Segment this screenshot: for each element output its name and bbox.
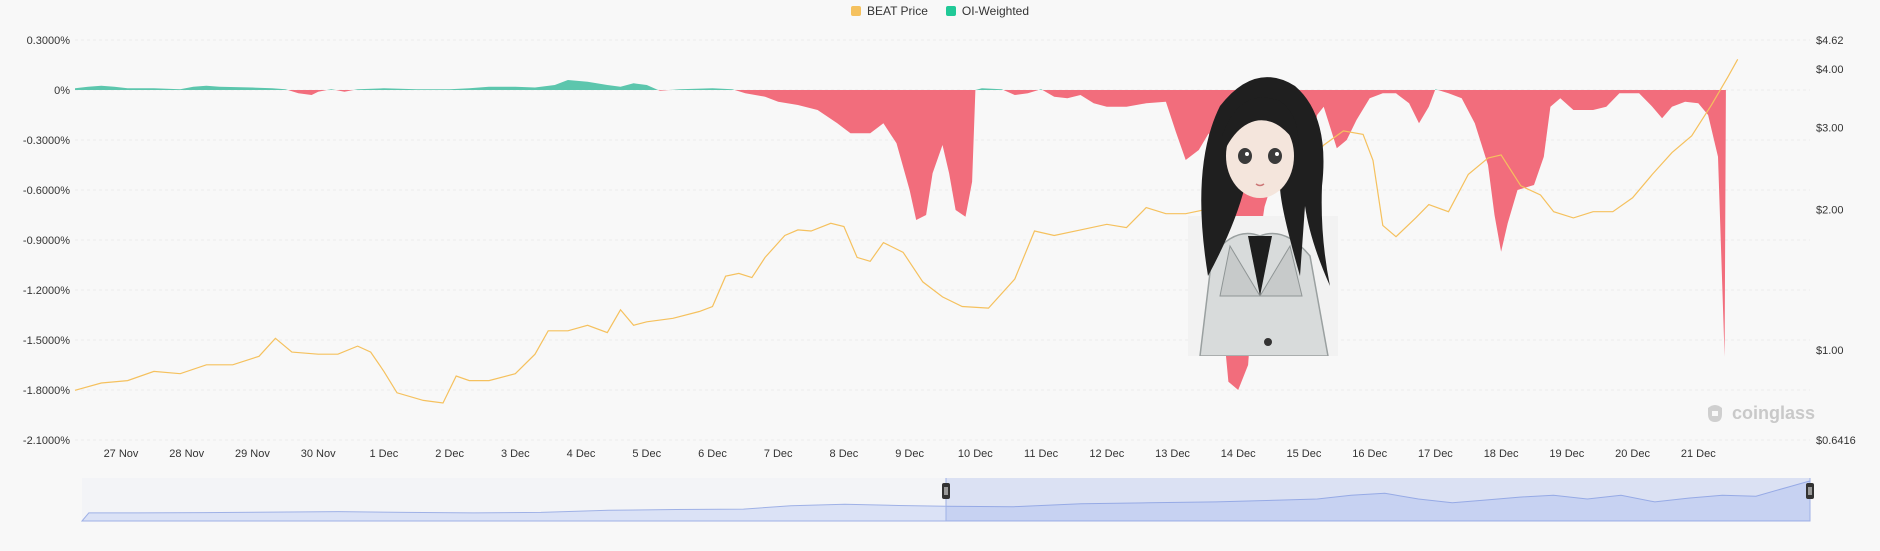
right-tick-label-5: $0.6416: [1816, 435, 1856, 447]
x-tick-label-3: 30 Nov: [301, 448, 336, 460]
x-tick-label-4: 1 Dec: [370, 448, 399, 460]
oi-weighted-area: [75, 80, 1726, 390]
x-tick-label-17: 14 Dec: [1221, 448, 1256, 460]
x-axis: 27 Nov 28 Nov 29 Nov 30 Nov 1 Dec 2 Dec 3 Dec 4…: [104, 448, 1717, 460]
left-tick-label-5: -1.2000%: [23, 285, 70, 297]
left-axis: 0.3000% 0% -0.3000% -0.6000% -0.9000% -1.2000…: [23, 35, 70, 447]
x-tick-label-6: 3 Dec: [501, 448, 530, 460]
legend-swatch-beat-price: [850, 6, 861, 16]
x-tick-label-5: 2 Dec: [435, 448, 464, 460]
navigator-handle-0[interactable]: [942, 483, 950, 499]
oi-weighted-negative-area: [75, 90, 1726, 390]
x-tick-label-24: 21 Dec: [1681, 448, 1716, 460]
x-tick-label-22: 19 Dec: [1549, 448, 1584, 460]
x-tick-label-10: 7 Dec: [764, 448, 793, 460]
x-tick-label-7: 4 Dec: [567, 448, 596, 460]
left-tick-label-3: -0.6000%: [23, 185, 70, 197]
left-tick-label-8: -2.1000%: [23, 435, 70, 447]
beat-price-line: [74, 59, 1739, 404]
left-tick-label-1: 0%: [54, 85, 70, 97]
left-tick-label-6: -1.5000%: [23, 335, 70, 347]
x-tick-label-16: 13 Dec: [1155, 448, 1190, 460]
coinglass-logo-icon: [1708, 405, 1722, 422]
coinglass-watermark: coinglass: [1704, 402, 1815, 424]
x-tick-label-11: 8 Dec: [830, 448, 859, 460]
x-tick-label-19: 16 Dec: [1352, 448, 1387, 460]
x-tick-label-1: 28 Nov: [169, 448, 204, 460]
x-tick-label-0: 27 Nov: [104, 448, 139, 460]
x-tick-label-8: 5 Dec: [632, 448, 661, 460]
navigator-handle-1[interactable]: [1806, 483, 1814, 499]
legend-swatch-oi-weighted: [945, 6, 956, 16]
coinglass-watermark-text: coinglass: [1732, 402, 1816, 423]
x-tick-label-15: 12 Dec: [1089, 448, 1124, 460]
left-tick-label-7: -1.8000%: [23, 385, 70, 397]
left-tick-label-2: -0.3000%: [23, 135, 70, 147]
x-tick-label-20: 17 Dec: [1418, 448, 1453, 460]
chart-legend: BEAT Price OI-Weighted: [0, 4, 1880, 18]
legend-item-beat-price[interactable]: BEAT Price: [850, 4, 928, 18]
right-tick-label-4: $1.00: [1816, 345, 1844, 357]
x-tick-label-18: 15 Dec: [1287, 448, 1322, 460]
x-tick-label-23: 20 Dec: [1615, 448, 1650, 460]
left-tick-label-0: 0.3000%: [27, 35, 71, 47]
x-tick-label-2: 29 Nov: [235, 448, 270, 460]
navigator-series-area: [80, 480, 1811, 522]
right-tick-label-3: $2.00: [1816, 205, 1844, 217]
oi-weighted-positive-area: [75, 80, 1726, 90]
anime-girl-illustration: [1188, 77, 1338, 356]
x-tick-label-9: 6 Dec: [698, 448, 727, 460]
x-tick-label-21: 18 Dec: [1484, 448, 1519, 460]
right-tick-label-1: $4.00: [1816, 64, 1844, 76]
x-tick-label-12: 9 Dec: [895, 448, 924, 460]
navigator-selection: [946, 478, 1810, 521]
legend-item-oi-weighted[interactable]: OI-Weighted: [945, 4, 1030, 18]
range-navigator[interactable]: [80, 478, 1814, 522]
left-tick-label-4: -0.9000%: [23, 235, 70, 247]
x-tick-label-13: 10 Dec: [958, 448, 993, 460]
right-tick-label-2: $3.00: [1816, 122, 1844, 134]
legend-label-beat-price: BEAT Price: [866, 4, 928, 18]
beat-price-line-group: [74, 59, 1739, 404]
right-axis: $4.62 $4.00 $3.00 $2.00 $1.00 $0.6416: [1816, 35, 1856, 447]
x-tick-label-14: 11 Dec: [1024, 448, 1059, 460]
right-tick-label-0: $4.62: [1816, 35, 1844, 47]
legend-label-oi-weighted: OI-Weighted: [961, 4, 1030, 18]
